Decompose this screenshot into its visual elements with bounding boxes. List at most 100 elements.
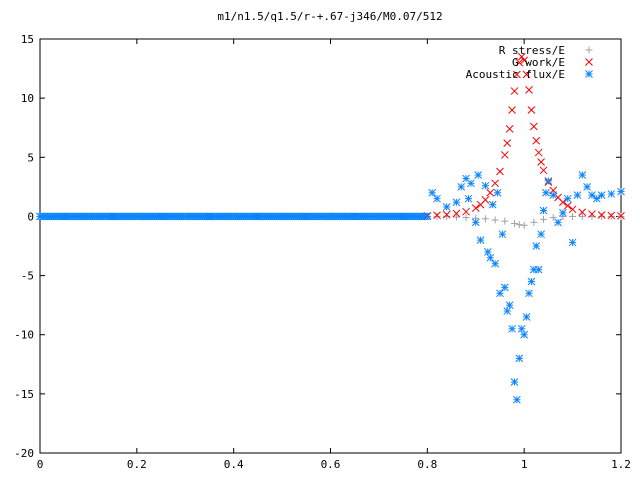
- acoustic-flux-e-point: [229, 212, 238, 221]
- acoustic-flux-e-point: [442, 203, 451, 211]
- acoustic-flux-e-point-stroke: [542, 188, 550, 197]
- acoustic-flux-e-point: [486, 253, 495, 262]
- g-work-e-point-stroke: [452, 209, 461, 218]
- r-stress-e-point: [452, 213, 460, 221]
- acoustic-flux-e-point: [537, 230, 545, 239]
- acoustic-flux-e-point-stroke: [350, 212, 359, 221]
- g-work-e-point: [510, 87, 519, 95]
- acoustic-flux-e-point: [513, 395, 521, 404]
- g-work-e-point-stroke: [442, 210, 451, 219]
- g-work-e-point-stroke: [537, 158, 545, 166]
- acoustic-flux-e-point-stroke: [510, 378, 519, 386]
- g-work-e-point: [520, 56, 529, 65]
- acoustic-flux-e-point: [588, 191, 596, 199]
- legend-marker: [585, 58, 593, 66]
- g-work-e-point-stroke: [496, 167, 504, 176]
- acoustic-flux-e-point: [481, 181, 490, 190]
- data-marks: [36, 52, 625, 404]
- g-work-e-point: [559, 198, 567, 207]
- acoustic-flux-e-point: [474, 171, 483, 179]
- acoustic-flux-e-point: [532, 242, 541, 250]
- g-work-e-point: [527, 106, 536, 114]
- g-work-e-point: [452, 209, 461, 218]
- acoustic-flux-e-point: [326, 212, 335, 221]
- acoustic-flux-e-point-stroke: [607, 190, 616, 198]
- g-work-e-point-stroke: [486, 188, 495, 197]
- g-work-e-point: [486, 188, 495, 197]
- g-work-e-point-stroke: [568, 205, 577, 214]
- g-work-e-point: [563, 201, 572, 210]
- acoustic-flux-e-point-stroke: [84, 212, 93, 221]
- acoustic-flux-e-point: [578, 171, 587, 179]
- acoustic-flux-e-point: [157, 212, 165, 221]
- acoustic-flux-e-point: [278, 212, 286, 221]
- acoustic-flux-e-point: [617, 187, 625, 196]
- acoustic-flux-e-point: [525, 289, 533, 298]
- r-stress-e-point: [549, 214, 557, 222]
- acoustic-flux-e-point: [554, 218, 562, 227]
- g-work-e-point: [529, 122, 538, 131]
- g-work-e-point-stroke: [527, 106, 536, 114]
- acoustic-flux-e-point: [181, 212, 190, 221]
- acoustic-flux-e-point: [132, 212, 141, 221]
- x-tick-label: 0.8: [417, 458, 437, 471]
- g-work-e-point-stroke: [471, 204, 480, 213]
- g-work-e-point: [471, 204, 480, 213]
- acoustic-flux-e-point: [534, 265, 543, 274]
- acoustic-flux-e-point-stroke: [513, 395, 521, 404]
- g-work-e-point-stroke: [534, 148, 543, 157]
- r-stress-e-point: [607, 212, 615, 220]
- g-work-e-point-stroke: [597, 211, 606, 219]
- g-work-e-point-stroke: [559, 198, 567, 207]
- acoustic-flux-e-point-stroke: [539, 206, 548, 215]
- legend-marker-stroke: [585, 58, 593, 66]
- acoustic-flux-e-point: [464, 194, 473, 203]
- g-work-e-point: [500, 151, 509, 159]
- acoustic-flux-e-point-stroke: [36, 212, 44, 221]
- acoustic-flux-e-point: [563, 194, 572, 203]
- g-work-e-point-stroke: [617, 211, 625, 220]
- y-tick-label: -20: [14, 447, 34, 460]
- acoustic-flux-e-point: [399, 212, 407, 221]
- acoustic-flux-e-point-stroke: [559, 209, 567, 217]
- g-work-e-point-stroke: [503, 139, 512, 147]
- g-work-e-point-stroke: [554, 193, 562, 202]
- r-stress-e-point: [598, 212, 606, 220]
- y-tick-label: 15: [21, 33, 34, 46]
- g-work-e-point-stroke: [433, 211, 441, 220]
- r-stress-e-point: [433, 212, 441, 220]
- acoustic-flux-e-point: [433, 194, 441, 203]
- x-tick-label: 1.2: [611, 458, 631, 471]
- r-stress-e-point: [569, 212, 577, 220]
- acoustic-flux-e-point-stroke: [205, 212, 214, 221]
- r-stress-e-point: [520, 221, 528, 229]
- r-stress-e-point: [481, 215, 489, 223]
- acoustic-flux-e-point: [496, 289, 504, 298]
- x-tick-label: 0: [37, 458, 44, 471]
- r-stress-e-point: [515, 221, 523, 229]
- acoustic-flux-e-point-stroke: [534, 265, 543, 274]
- acoustic-flux-e-point: [375, 212, 383, 221]
- acoustic-flux-e-point-stroke: [476, 236, 485, 244]
- acoustic-flux-e-point-stroke: [488, 200, 497, 209]
- g-work-e-point: [522, 70, 531, 79]
- acoustic-flux-e-point-stroke: [520, 330, 529, 339]
- g-work-e-point: [491, 179, 499, 188]
- acoustic-flux-e-point-stroke: [592, 194, 601, 203]
- acoustic-flux-e-point-stroke: [515, 354, 524, 363]
- acoustic-flux-e-point-stroke: [554, 218, 562, 227]
- acoustic-flux-e-point: [484, 248, 492, 256]
- acoustic-flux-e-point-stroke: [423, 212, 432, 221]
- acoustic-flux-e-point-stroke: [537, 230, 545, 239]
- g-work-e-point: [539, 166, 548, 175]
- acoustic-flux-e-point: [493, 188, 502, 197]
- acoustic-flux-e-point-stroke: [573, 191, 582, 199]
- acoustic-flux-e-point: [559, 209, 567, 217]
- y-tick-label: -10: [14, 329, 34, 342]
- acoustic-flux-e-point: [607, 190, 616, 198]
- acoustic-flux-e-point-stroke: [428, 188, 437, 197]
- g-work-e-point-stroke: [510, 87, 519, 95]
- g-work-e-point: [433, 211, 441, 220]
- g-work-e-point: [537, 158, 545, 166]
- acoustic-flux-e-point-stroke: [181, 212, 190, 221]
